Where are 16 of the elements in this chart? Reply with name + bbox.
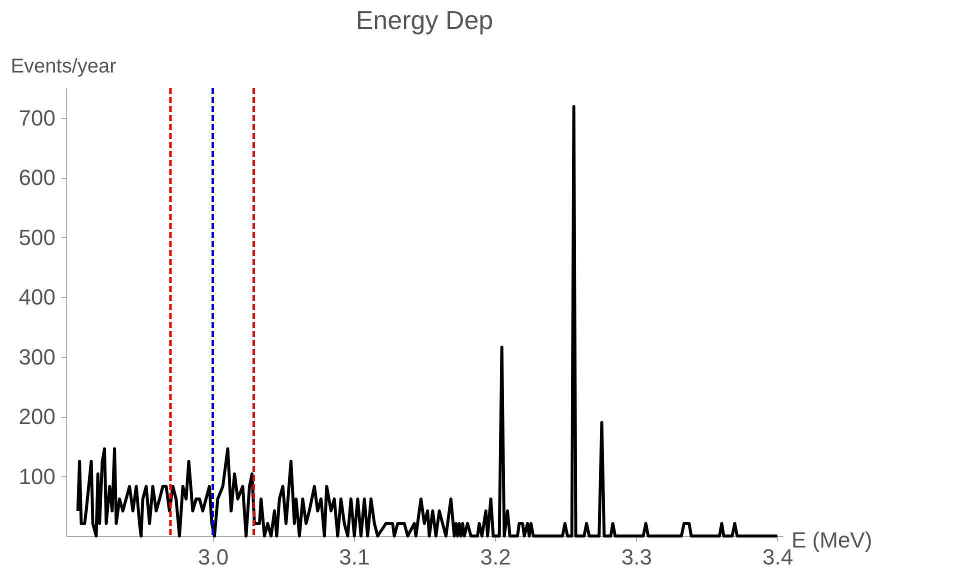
x-tick-label: 3.2	[480, 544, 511, 570]
chart-title: Energy Dep	[356, 5, 494, 35]
line-series	[76, 105, 779, 538]
y-tick-label: 600	[18, 165, 56, 190]
y-tick-label: 100	[18, 464, 56, 489]
y-tick-label: 700	[18, 105, 56, 130]
y-tick-label: 300	[18, 344, 56, 370]
x-tick-label: 3.0	[198, 544, 229, 570]
x-axis-title: E (MeV)	[792, 528, 872, 552]
y-tick-label: 400	[18, 284, 56, 310]
y-axis-title: Events/year	[10, 56, 117, 78]
y-tick-label: 200	[18, 404, 56, 430]
x-tick-label: 3.4	[762, 544, 794, 570]
x-tick-label: 3.3	[621, 544, 652, 570]
x-tick-label: 3.1	[339, 544, 370, 570]
y-tick-label: 500	[18, 224, 56, 250]
